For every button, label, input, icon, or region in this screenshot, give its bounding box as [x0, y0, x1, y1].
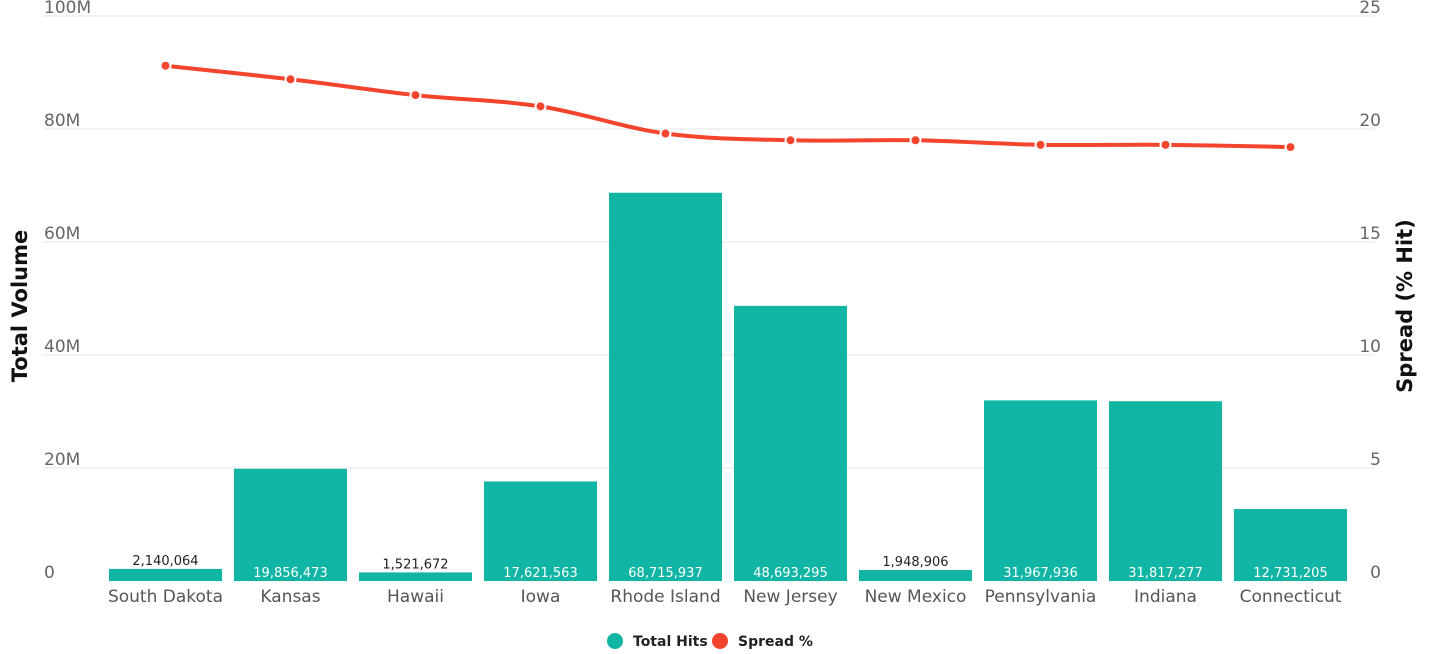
bar-value-label: 12,731,205 — [1253, 566, 1327, 581]
right-axis-ticks: 0 5 10 15 20 25 — [1359, 0, 1381, 583]
bar[interactable] — [609, 192, 722, 582]
left-tick-label: 80M — [44, 111, 80, 131]
right-tick-label: 20 — [1359, 111, 1381, 131]
left-tick-label: 0 — [44, 563, 55, 583]
bar-value-label: 17,621,563 — [503, 566, 577, 581]
bar-value-label: 31,967,936 — [1003, 566, 1077, 581]
line-point[interactable] — [159, 59, 172, 72]
line-point[interactable] — [284, 73, 297, 86]
category-label: Rhode Island — [610, 587, 720, 607]
line-point[interactable] — [1159, 138, 1172, 151]
category-label: Indiana — [1134, 587, 1197, 607]
bar-value-label: 48,693,295 — [753, 566, 827, 581]
right-tick-label: 25 — [1359, 0, 1381, 18]
right-tick-label: 15 — [1359, 224, 1381, 244]
line-point[interactable] — [1284, 141, 1297, 154]
category-label: South Dakota — [108, 587, 223, 607]
category-label: Kansas — [260, 587, 320, 607]
spread-swatch — [712, 633, 728, 649]
bar-value-label: 1,521,672 — [382, 557, 448, 572]
bar[interactable] — [1234, 509, 1347, 581]
bar-value-label: 2,140,064 — [132, 554, 198, 569]
line-series — [159, 59, 1297, 154]
category-axis-labels: South Dakota Kansas Hawaii Iowa Rhode Island… — [108, 587, 1342, 607]
category-label: Connecticut — [1240, 587, 1342, 607]
left-tick-label: 20M — [44, 450, 80, 470]
right-tick-label: 10 — [1359, 337, 1381, 357]
bar-series — [109, 192, 1347, 582]
left-tick-label: 100M — [44, 0, 91, 18]
right-tick-label: 0 — [1370, 563, 1381, 583]
category-label: Hawaii — [387, 587, 444, 607]
legend-label-spread: Spread % — [738, 634, 813, 650]
line-point[interactable] — [1034, 138, 1047, 151]
line-point[interactable] — [784, 134, 797, 147]
bar[interactable] — [359, 572, 472, 581]
bar[interactable] — [984, 400, 1097, 581]
category-label: New Mexico — [865, 587, 967, 607]
bar[interactable] — [859, 569, 972, 581]
right-tick-label: 5 — [1370, 450, 1381, 470]
line-point[interactable] — [659, 127, 672, 140]
category-label: Iowa — [521, 587, 561, 607]
bar[interactable] — [484, 481, 597, 581]
left-axis-title: Total Volume — [8, 230, 32, 383]
bar[interactable] — [109, 568, 222, 581]
category-label: Pennsylvania — [985, 587, 1097, 607]
right-axis-title: Spread (% Hit) — [1393, 219, 1417, 393]
line-point[interactable] — [409, 89, 422, 102]
bar-value-label: 31,817,277 — [1128, 566, 1202, 581]
bar-data-labels: 2,140,064 19,856,473 1,521,672 17,621,563 68… — [132, 554, 1327, 581]
bar-value-label: 1,948,906 — [882, 555, 948, 570]
line-point[interactable] — [909, 134, 922, 147]
spread-line — [165, 63, 1291, 150]
left-tick-label: 60M — [44, 224, 80, 244]
category-label: New Jersey — [743, 587, 837, 607]
left-axis-ticks: 0 20M 40M 60M 80M 100M — [44, 0, 91, 583]
bar[interactable] — [1109, 401, 1222, 581]
total-hits-swatch — [607, 633, 623, 649]
bar[interactable] — [234, 468, 347, 581]
bar-value-label: 19,856,473 — [253, 566, 327, 581]
left-tick-label: 40M — [44, 337, 80, 357]
legend-item-spread[interactable]: Spread % — [712, 633, 813, 650]
line-point[interactable] — [534, 100, 547, 113]
bar-value-label: 68,715,937 — [628, 566, 702, 581]
legend-label-total-hits: Total Hits — [633, 634, 708, 650]
bar[interactable] — [734, 305, 847, 581]
legend-item-total-hits[interactable]: Total Hits — [607, 633, 708, 650]
legend: Total Hits Spread % — [607, 633, 813, 650]
